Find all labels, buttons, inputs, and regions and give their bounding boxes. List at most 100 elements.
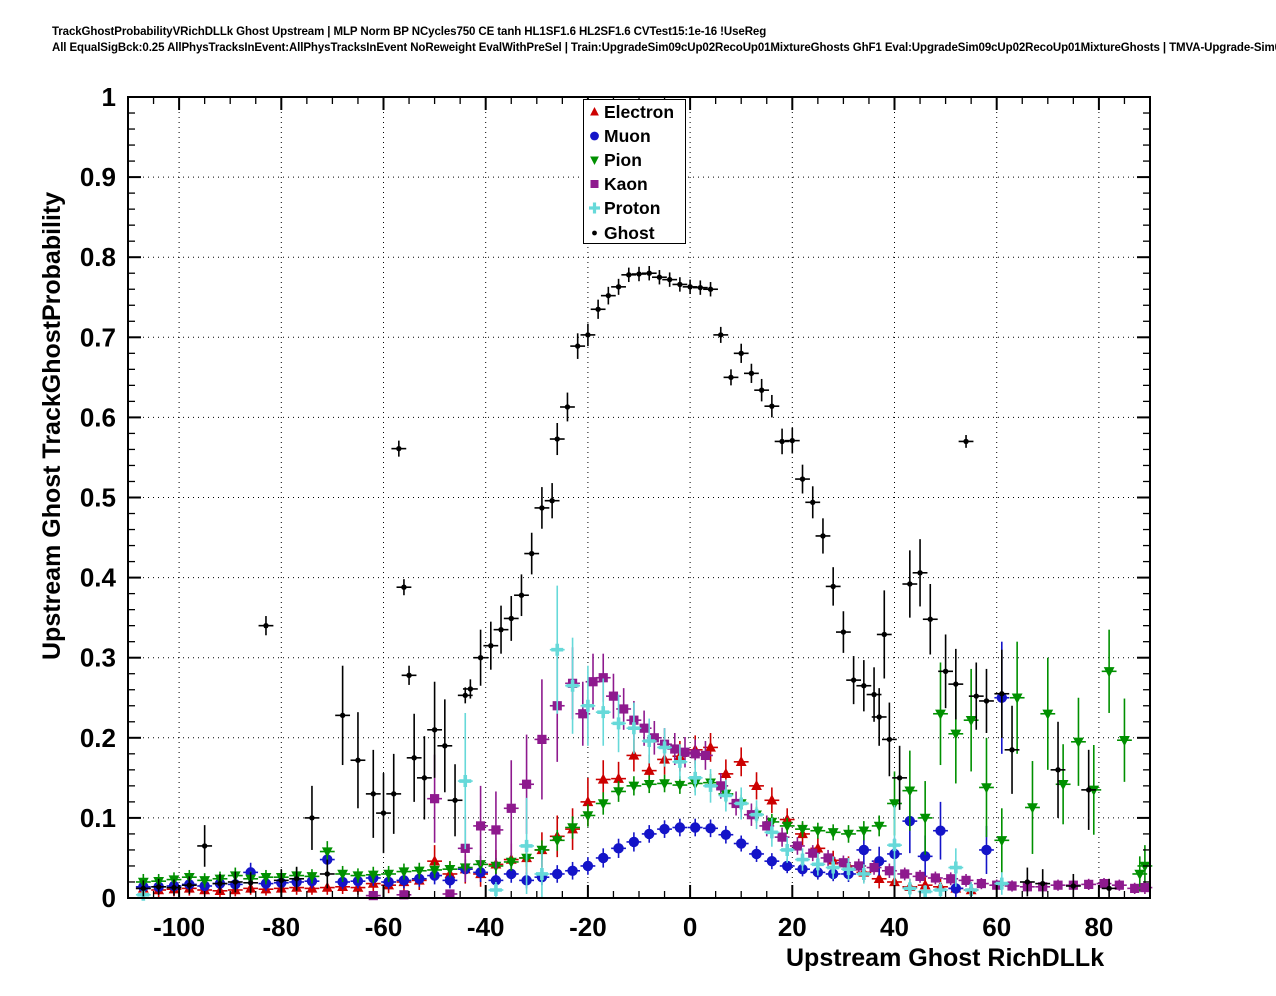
marker-cross	[857, 867, 870, 880]
y-tick-label: 0.1	[80, 803, 116, 833]
marker-triangle-down	[996, 836, 1008, 847]
marker-cross	[888, 839, 901, 852]
marker-dot	[554, 436, 560, 442]
marker-dot	[528, 550, 535, 557]
marker-dot	[605, 292, 612, 299]
marker-dot	[840, 629, 847, 635]
marker-square	[670, 744, 680, 754]
x-tick-label: 0	[683, 912, 697, 942]
marker-triangle-down	[674, 780, 686, 792]
marker-square	[900, 869, 910, 879]
marker-dot	[738, 350, 744, 357]
legend-item-muon[interactable]: Muon	[584, 124, 685, 148]
marker-cross	[965, 883, 978, 896]
marker-dot	[697, 284, 704, 291]
marker-square	[1099, 878, 1109, 889]
marker-triangle-down	[1103, 667, 1115, 678]
marker-cross	[627, 722, 640, 735]
marker-triangle-up	[919, 879, 931, 890]
marker-dot	[687, 284, 693, 290]
marker-triangle-up	[582, 795, 594, 807]
marker-dot	[927, 616, 933, 622]
marker-cross	[919, 885, 932, 898]
legend-item-pion[interactable]: Pion	[584, 148, 685, 172]
marker-triangle-down	[781, 821, 793, 832]
y-tick-label: 0.8	[80, 242, 116, 272]
marker-dot	[907, 581, 913, 587]
marker-dot	[1055, 767, 1061, 773]
marker-dot	[355, 757, 361, 763]
marker-square	[838, 858, 848, 868]
marker-dot	[615, 284, 622, 290]
marker-cross	[535, 867, 548, 880]
marker-cross	[842, 863, 855, 876]
x-axis-title: Upstream Ghost RichDLLk	[786, 944, 1105, 972]
marker-dot	[564, 404, 571, 410]
marker-triangle-down	[613, 787, 624, 798]
legend-marker-triangle-up-icon	[587, 104, 602, 120]
marker-square	[808, 848, 818, 858]
marker-cross	[704, 779, 717, 792]
marker-dot	[421, 775, 428, 781]
marker-circle	[644, 828, 655, 840]
marker-triangle-down	[827, 828, 839, 839]
marker-triangle-down	[873, 821, 885, 832]
marker-dot	[309, 815, 315, 821]
marker-dot	[656, 274, 663, 280]
x-tick-label: -20	[569, 912, 607, 942]
marker-triangle-down	[1134, 869, 1146, 880]
marker-dot	[1009, 747, 1015, 753]
legend-item-ghost[interactable]: Ghost	[584, 220, 685, 244]
legend-label: Kaon	[604, 174, 648, 195]
marker-triangle-up	[720, 767, 732, 779]
x-tick-label: 80	[1084, 912, 1113, 942]
marker-dot	[217, 880, 223, 887]
marker-dot	[646, 270, 652, 276]
marker-dot	[391, 791, 397, 797]
y-axis-title-holder: Upstream Ghost TrackGhostProbability	[38, 192, 66, 661]
marker-triangle-down	[812, 826, 824, 837]
marker-triangle-up	[751, 779, 762, 791]
marker-square	[598, 673, 608, 683]
x-tick-label: -40	[467, 912, 505, 942]
marker-dot	[963, 438, 969, 445]
marker-triangle-up	[613, 772, 624, 783]
legend-label: Pion	[604, 150, 642, 171]
marker-triangle-down	[1057, 780, 1069, 791]
legend-item-kaon[interactable]: Kaon	[584, 172, 685, 196]
marker-dot	[155, 884, 162, 890]
marker-square	[649, 733, 659, 743]
marker-circle	[613, 843, 624, 854]
marker-dot	[886, 736, 893, 743]
marker-dot	[452, 797, 458, 803]
marker-circle	[628, 836, 640, 848]
marker-triangle-down	[383, 869, 395, 880]
y-axis-title: Upstream Ghost TrackGhostProbability	[38, 191, 66, 660]
marker-triangle-down	[321, 847, 333, 858]
marker-dot	[1085, 787, 1092, 793]
legend-label: Muon	[604, 126, 651, 147]
marker-dot	[718, 332, 724, 338]
marker-circle	[690, 822, 701, 833]
marker-circle	[659, 823, 670, 835]
marker-square	[578, 709, 588, 719]
marker-dot	[401, 584, 407, 590]
marker-triangle-down	[1027, 803, 1038, 814]
x-tick-label: 60	[982, 912, 1011, 942]
marker-dot	[508, 615, 514, 622]
marker-square	[521, 779, 532, 789]
marker-cross	[750, 808, 763, 821]
marker-cross	[934, 883, 947, 896]
x-tick-label: 20	[778, 912, 807, 942]
legend-marker-square-icon	[587, 176, 602, 192]
marker-triangle-down	[643, 780, 655, 791]
legend-item-electron[interactable]: Electron	[584, 100, 685, 124]
series-ghost	[135, 266, 1117, 898]
marker-cross	[796, 853, 809, 866]
y-tick-label: 0.7	[80, 322, 116, 352]
legend-item-proton[interactable]: Proton	[584, 196, 685, 220]
series-proton	[135, 585, 1010, 901]
marker-circle	[567, 865, 578, 876]
marker-dot	[247, 880, 254, 886]
marker-triangle-down	[1073, 737, 1084, 748]
